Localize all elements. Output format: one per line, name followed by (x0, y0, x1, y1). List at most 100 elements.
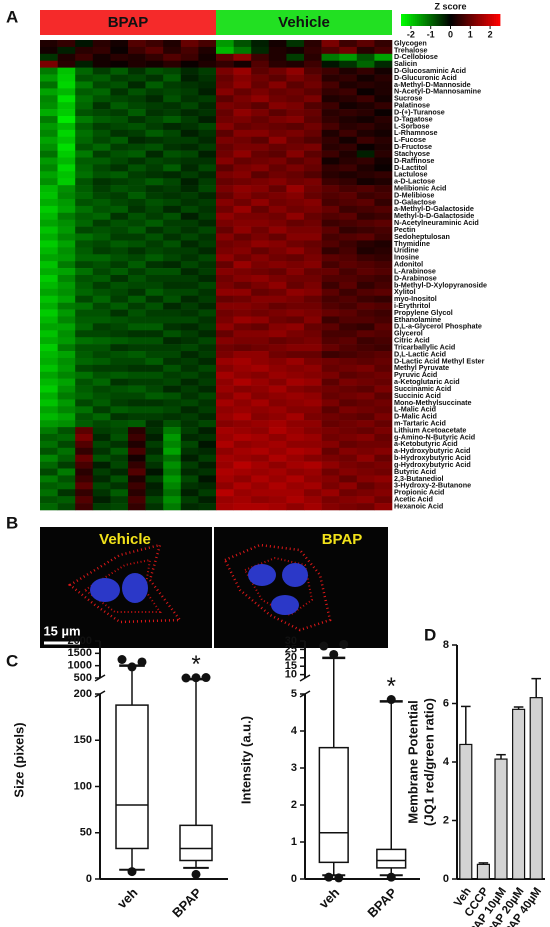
heat-cell (40, 122, 58, 131)
heat-cell (57, 46, 76, 55)
heat-cell (286, 143, 305, 151)
heat-cell (163, 385, 182, 393)
heat-cell (180, 288, 199, 297)
panel-label: C (6, 651, 18, 670)
heat-cell (251, 496, 270, 504)
heat-cell (180, 240, 199, 248)
heat-cell (92, 150, 111, 158)
heat-cell (57, 454, 76, 462)
row-label: i-Erythritol (394, 301, 430, 310)
colorbar-segment (430, 14, 434, 26)
heat-cell (75, 344, 94, 352)
heat-cell (268, 316, 287, 324)
heat-cell (321, 192, 340, 200)
heat-cell (233, 275, 252, 283)
heat-cell (57, 475, 76, 483)
heat-cell (321, 268, 340, 276)
heat-cell (304, 219, 322, 227)
heat-cell (163, 496, 182, 504)
heat-cell (304, 109, 322, 117)
row-label: L-Sorbose (394, 121, 430, 130)
heat-cell (304, 60, 322, 68)
heat-cell (286, 226, 305, 234)
heat-cell (128, 406, 146, 414)
heat-cell (110, 309, 129, 317)
heat-cell (92, 496, 111, 504)
heat-cell (163, 185, 182, 193)
heat-cell (145, 496, 164, 504)
heat-cell (321, 254, 340, 262)
heat-cell (356, 157, 375, 165)
heat-cell (40, 461, 58, 469)
heat-cell (304, 164, 322, 172)
colorbar-segment (428, 14, 432, 26)
heat-cell (356, 489, 375, 497)
heat-cell (57, 330, 76, 338)
heat-cell (268, 399, 287, 407)
heat-cell (110, 302, 129, 310)
heat-cell (110, 164, 129, 172)
row-label: Stachyose (394, 149, 430, 158)
heat-cell (216, 192, 234, 200)
heat-cell (145, 212, 164, 221)
heat-cell (110, 468, 129, 476)
heat-cell (180, 46, 199, 55)
heat-cell (339, 351, 358, 359)
heat-cell (304, 150, 322, 158)
heat-cell (145, 122, 164, 131)
colorbar-segment (478, 14, 481, 26)
heat-cell (57, 60, 76, 68)
colorbar-segment (482, 14, 485, 26)
heat-cell (128, 247, 146, 255)
heat-cell (92, 503, 111, 511)
heat-cell (251, 157, 270, 165)
heat-cell (251, 240, 270, 248)
heat-cell (339, 378, 358, 386)
heat-cell (251, 185, 270, 193)
heat-cell (268, 205, 287, 214)
heat-cell (110, 53, 129, 62)
heat-cell (374, 385, 393, 393)
heat-cell (268, 102, 287, 110)
heat-cell (268, 53, 287, 62)
heat-cell (163, 150, 182, 158)
heat-cell (374, 254, 393, 262)
heat-cell (145, 330, 164, 338)
row-label: Butyric Acid (394, 467, 436, 476)
heat-cell (57, 378, 76, 386)
colorbar-segment (464, 14, 467, 26)
heat-cell (57, 53, 76, 62)
heat-cell (286, 192, 305, 200)
heat-cell (40, 53, 58, 62)
heat-cell (75, 171, 94, 179)
heat-cell (198, 178, 217, 186)
heat-cell (75, 268, 94, 276)
heat-cell (233, 212, 252, 221)
heat-cell (57, 357, 76, 366)
heat-cell (110, 254, 129, 262)
heat-cell (163, 344, 182, 352)
heat-cell (339, 74, 358, 82)
heat-cell (75, 330, 94, 338)
heat-cell (233, 482, 252, 490)
heat-cell (216, 316, 234, 324)
heat-cell (92, 74, 111, 82)
heat-cell (216, 226, 234, 234)
heat-cell (216, 344, 234, 352)
heat-cell (304, 489, 322, 497)
heat-cell (374, 226, 393, 234)
heat-cell (268, 330, 287, 338)
heat-cell (57, 489, 76, 497)
heat-cell (128, 461, 146, 469)
heat-cell (75, 385, 94, 393)
heat-cell (40, 482, 58, 490)
heat-cell (163, 116, 182, 124)
heat-cell (304, 157, 322, 165)
heat-cell (92, 60, 111, 68)
colorbar-segment (404, 14, 408, 26)
heat-cell (40, 406, 58, 414)
heat-cell (233, 364, 252, 373)
heat-cell (251, 275, 270, 283)
heat-cell (163, 192, 182, 200)
heat-cell (128, 261, 146, 269)
